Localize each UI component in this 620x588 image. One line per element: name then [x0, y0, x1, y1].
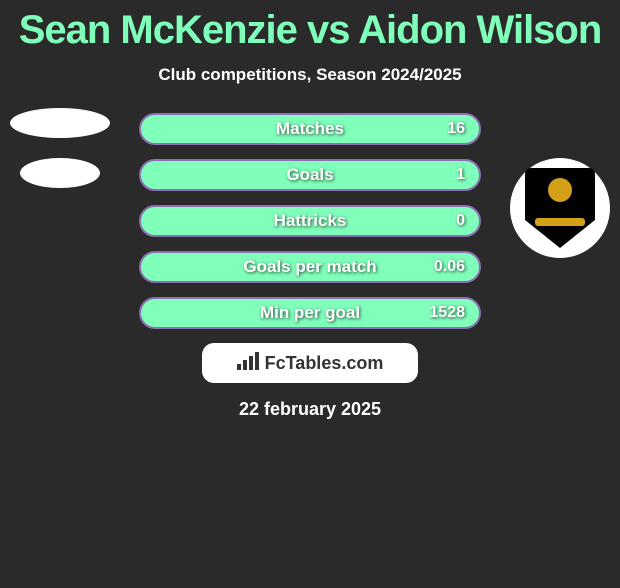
stat-bar-matches: Matches 16 — [139, 113, 481, 145]
footer-date: 22 february 2025 — [0, 399, 620, 420]
player-left-avatar — [10, 108, 110, 208]
stat-bar-min-per-goal: Min per goal 1528 — [139, 297, 481, 329]
avatar-shape — [20, 158, 100, 188]
stat-label: Matches — [276, 119, 344, 139]
stat-value: 1 — [456, 166, 465, 184]
stat-value: 16 — [447, 120, 465, 138]
club-shield-icon — [525, 168, 595, 248]
stat-bar-goals-per-match: Goals per match 0.06 — [139, 251, 481, 283]
stat-bar-hattricks: Hattricks 0 — [139, 205, 481, 237]
avatar-shape — [10, 108, 110, 138]
stat-label: Goals — [286, 165, 333, 185]
stat-label: Min per goal — [260, 303, 360, 323]
stat-label: Goals per match — [243, 257, 376, 277]
source-logo-text: FcTables.com — [265, 353, 384, 374]
bar-chart-icon — [237, 352, 259, 375]
stat-value: 0 — [456, 212, 465, 230]
source-logo[interactable]: FcTables.com — [202, 343, 418, 383]
subtitle: Club competitions, Season 2024/2025 — [0, 65, 620, 85]
stat-bar-goals: Goals 1 — [139, 159, 481, 191]
stat-value: 1528 — [429, 304, 465, 322]
stat-label: Hattricks — [274, 211, 347, 231]
player-right-badge — [510, 158, 610, 258]
stats-container: Matches 16 Goals 1 Hattricks 0 Goals per… — [0, 113, 620, 420]
page-title: Sean McKenzie vs Aidon Wilson — [0, 8, 620, 53]
stat-value: 0.06 — [434, 258, 465, 276]
club-badge-circle — [510, 158, 610, 258]
stat-row: Min per goal 1528 — [0, 297, 620, 329]
